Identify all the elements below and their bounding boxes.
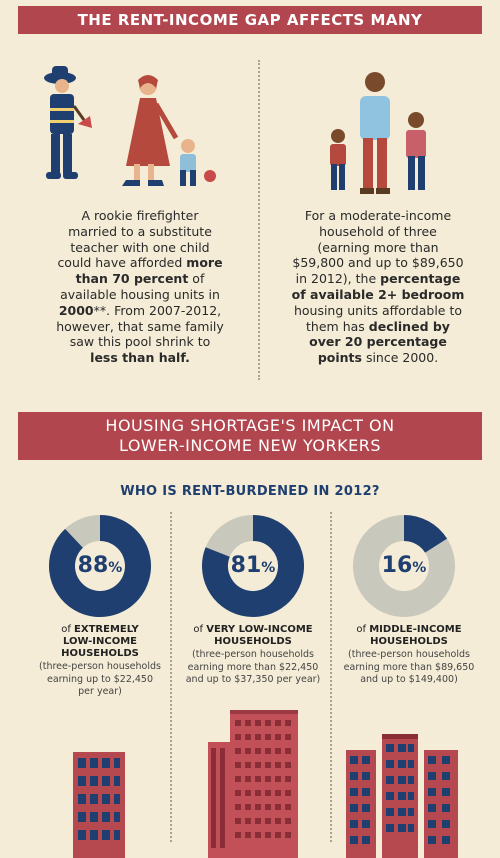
- story-line: teacher with one child: [70, 239, 210, 255]
- child-icon: [180, 139, 216, 186]
- firefighter-icon: [44, 66, 92, 179]
- firefighter-family-illustration: [44, 66, 216, 186]
- firefighter-story: A rookie firefighter married to a substi…: [40, 208, 240, 366]
- header-title: THE RENT-INCOME GAP AFFECTS MANY: [77, 11, 423, 29]
- caption-note: and up to $149,400): [360, 674, 458, 685]
- caption-middle-income: of MIDDLE-INCOME HOUSEHOLDS (three-perso…: [334, 624, 484, 686]
- caption-label: of VERY LOW-INCOME: [193, 624, 313, 635]
- parent-icon: [360, 72, 390, 194]
- donut-value-arc: [49, 515, 151, 617]
- child-left-icon: [330, 129, 346, 190]
- story-line: saw this pool shrink to: [69, 334, 211, 350]
- story-line: of available 2+ bedroom: [291, 286, 465, 302]
- donut-percent: 88%: [77, 553, 123, 578]
- story-line: could have afforded more: [57, 255, 223, 271]
- caption-note: (three-person households: [192, 649, 314, 660]
- header-banner: THE RENT-INCOME GAP AFFECTS MANY: [18, 6, 482, 34]
- story-line: points since 2000.: [317, 350, 439, 366]
- building-tall-icon: [208, 710, 298, 858]
- story-line: A rookie firefighter: [81, 208, 199, 223]
- column-divider: [330, 512, 332, 842]
- caption-label: of MIDDLE-INCOME: [356, 624, 462, 635]
- story-line: (earning more than: [317, 239, 439, 255]
- donut-value-arc: [403, 515, 448, 554]
- story-line: over 20 percentage: [309, 334, 447, 350]
- section-title-line1: HOUSING SHORTAGE'S IMPACT ON: [105, 416, 395, 435]
- moderate-income-story: For a moderate-income household of three…: [278, 208, 478, 366]
- story-line: less than half.: [90, 350, 190, 366]
- donut-very-low-income: 81%: [201, 514, 305, 618]
- donut-middle-income: 16%: [352, 514, 456, 618]
- donut-svg: [353, 515, 455, 617]
- caption-note: earning more than $89,650: [343, 661, 475, 673]
- caption-label: HOUSEHOLDS: [370, 636, 448, 647]
- section-banner: HOUSING SHORTAGE'S IMPACT ON LOWER-INCOM…: [18, 412, 482, 460]
- child-right-icon: [406, 112, 426, 190]
- donut-value-arc: [202, 515, 304, 617]
- caption-note: earning more than $22,450: [187, 661, 319, 673]
- building-wide-icon: [346, 734, 458, 858]
- caption-label: HOUSEHOLDS: [61, 648, 139, 659]
- donut-svg: [49, 515, 151, 617]
- column-divider: [258, 60, 260, 380]
- caption-note: and up to $37,350 per year): [185, 674, 321, 685]
- caption-label: LOW-INCOME: [63, 636, 137, 647]
- chart-subtitle: WHO IS RENT-BURDENED IN 2012?: [120, 484, 380, 499]
- caption-note: (three-person households: [39, 661, 161, 672]
- story-line: housing units affordable to: [293, 302, 463, 318]
- story-line: household of three: [319, 223, 437, 239]
- caption-note: earning up to $22,450: [46, 673, 154, 685]
- caption-extremely-low-income: of EXTREMELY LOW-INCOME HOUSEHOLDS (thre…: [25, 624, 175, 698]
- donut-extremely-low-income: 88%: [48, 514, 152, 618]
- column-divider: [170, 512, 172, 842]
- caption-note: (three-person households: [348, 649, 470, 660]
- story-line: available housing units in: [60, 286, 220, 302]
- caption-note: per year): [78, 686, 122, 697]
- building-small-icon: [73, 752, 125, 858]
- story-line: For a moderate-income: [304, 208, 452, 223]
- story-line: 2000**. From 2007-2012,: [58, 302, 222, 318]
- moderate-family-illustration: [330, 72, 426, 194]
- caption-label: HOUSEHOLDS: [214, 636, 292, 647]
- donut-svg: [202, 515, 304, 617]
- caption-label: of EXTREMELY: [61, 624, 139, 635]
- story-line: than 70 percent of: [75, 271, 205, 287]
- story-line: $59,800 and up to $89,650: [292, 255, 464, 271]
- story-line: them has declined by: [306, 318, 450, 334]
- mother-icon: [122, 75, 179, 186]
- story-line: however, that same family: [56, 318, 224, 334]
- story-line: married to a substitute: [68, 223, 212, 239]
- story-line: in 2012), the percentage: [295, 271, 461, 287]
- section-title-line2: LOWER-INCOME NEW YORKERS: [118, 436, 382, 455]
- caption-very-low-income: of VERY LOW-INCOME HOUSEHOLDS (three-per…: [178, 624, 328, 686]
- donut-percent: 16%: [381, 553, 427, 578]
- donut-percent: 81%: [230, 553, 276, 578]
